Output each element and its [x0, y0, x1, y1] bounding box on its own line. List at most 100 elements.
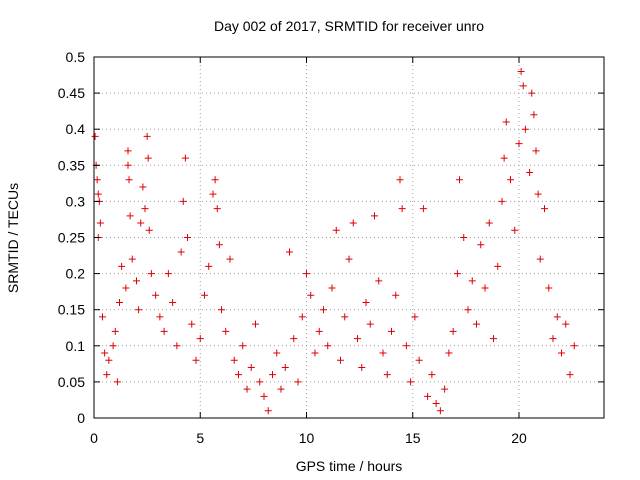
- data-point: [286, 248, 293, 256]
- data-point: [320, 306, 327, 314]
- data-point: [407, 378, 415, 386]
- data-point: [91, 132, 99, 140]
- data-point: [324, 342, 332, 350]
- data-point: [179, 197, 187, 205]
- data-point: [502, 118, 510, 126]
- data-point: [532, 147, 540, 155]
- data-point: [169, 298, 177, 306]
- data-point: [528, 89, 536, 97]
- y-tick-label: 0.2: [66, 266, 86, 282]
- data-point: [468, 277, 476, 285]
- data-point: [436, 407, 444, 415]
- data-point: [156, 313, 164, 321]
- data-point: [494, 262, 502, 270]
- data-point: [160, 327, 168, 335]
- data-point: [388, 327, 395, 335]
- data-point: [137, 219, 145, 227]
- data-point: [105, 356, 113, 364]
- data-point: [260, 392, 268, 400]
- y-tick-label: 0: [77, 410, 85, 426]
- data-point: [507, 176, 514, 184]
- data-point: [243, 385, 251, 393]
- data-point: [315, 327, 323, 335]
- data-point: [460, 234, 468, 241]
- data-point: [449, 327, 457, 335]
- data-point: [124, 147, 132, 155]
- data-point: [113, 378, 121, 386]
- x-tick-label: 20: [511, 430, 527, 446]
- data-point: [558, 349, 565, 357]
- data-point: [139, 183, 147, 191]
- data-point: [534, 190, 542, 198]
- data-point: [341, 313, 349, 321]
- data-point: [277, 385, 285, 393]
- data-point: [184, 234, 191, 241]
- data-point: [122, 284, 130, 292]
- data-point: [498, 197, 506, 205]
- chart-title: Day 002 of 2017, SRMTID for receiver unr…: [214, 18, 484, 34]
- y-tick-label: 0.45: [58, 85, 85, 101]
- data-point: [481, 284, 489, 292]
- data-point: [332, 226, 340, 234]
- data-point: [526, 169, 534, 177]
- x-tick-label: 10: [299, 430, 315, 446]
- data-point: [99, 313, 106, 321]
- data-point: [419, 205, 427, 213]
- data-point: [126, 212, 134, 220]
- data-point: [269, 371, 276, 379]
- data-point: [141, 205, 149, 213]
- data-point: [424, 392, 432, 400]
- data-point: [101, 349, 109, 357]
- data-point: [396, 176, 404, 184]
- data-point: [256, 378, 264, 386]
- data-point: [464, 306, 472, 314]
- y-tick-label: 0.15: [58, 302, 85, 318]
- y-tick-label: 0.4: [66, 121, 86, 137]
- data-point: [549, 335, 557, 343]
- x-tick-label: 15: [405, 430, 421, 446]
- data-point: [273, 349, 281, 357]
- data-point: [93, 176, 101, 184]
- data-point: [128, 255, 136, 263]
- data-point: [515, 140, 523, 148]
- data-point: [517, 67, 525, 75]
- y-tick-label: 0.05: [58, 374, 85, 390]
- data-point: [109, 342, 117, 350]
- data-point: [362, 298, 370, 306]
- data-point: [371, 212, 378, 220]
- data-point: [201, 291, 208, 299]
- data-point: [294, 378, 302, 386]
- data-point: [553, 313, 561, 321]
- grid-lines: [94, 57, 604, 418]
- data-point: [252, 320, 259, 328]
- data-point: [133, 277, 140, 285]
- y-tick-label: 0.3: [66, 193, 86, 209]
- data-point: [111, 327, 119, 335]
- data-point: [490, 335, 497, 343]
- data-point: [432, 400, 440, 408]
- data-point: [209, 190, 217, 198]
- data-point: [226, 255, 234, 263]
- data-point: [218, 306, 225, 314]
- data-point: [211, 176, 219, 184]
- data-point: [354, 335, 361, 343]
- x-tick-label: 5: [196, 430, 204, 446]
- data-point: [383, 371, 391, 379]
- data-point: [307, 291, 315, 299]
- data-point: [473, 320, 480, 328]
- data-point: [247, 363, 255, 371]
- data-point: [303, 270, 310, 278]
- data-point: [215, 241, 223, 249]
- y-tick-label: 0.35: [58, 157, 85, 173]
- data-point: [188, 320, 196, 328]
- data-point: [173, 342, 181, 350]
- data-point: [402, 342, 410, 350]
- data-point: [379, 349, 387, 357]
- data-point: [196, 335, 204, 343]
- y-tick-label: 0.1: [66, 338, 86, 354]
- data-point: [135, 306, 143, 314]
- data-point: [124, 161, 132, 169]
- data-point: [570, 342, 578, 350]
- data-point: [530, 111, 538, 119]
